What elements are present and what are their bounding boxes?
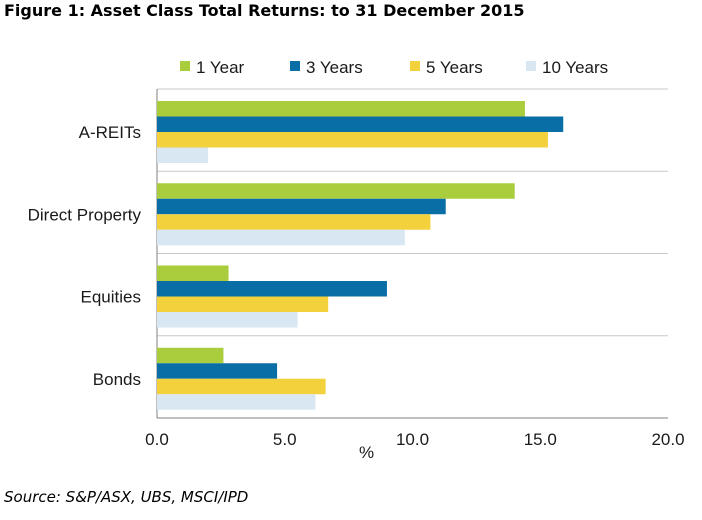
legend-swatch-0 xyxy=(180,61,190,71)
bar-equities-10-years xyxy=(157,312,298,328)
bar-bonds-3-years xyxy=(157,363,278,379)
bar-a-reits-10-years xyxy=(157,147,209,163)
legend-swatch-1 xyxy=(290,61,300,71)
bar-direct-property-10-years xyxy=(157,229,405,246)
chart-bars xyxy=(157,101,564,410)
legend-swatch-2 xyxy=(410,61,420,71)
category-labels: A-REITs Direct Property Equities Bonds xyxy=(28,123,142,389)
legend-label-0: 1 Year xyxy=(196,58,245,77)
category-label: A-REITs xyxy=(79,123,141,142)
category-label: Direct Property xyxy=(28,205,142,224)
bar-a-reits-3-years xyxy=(157,116,564,132)
legend-label-2: 5 Years xyxy=(426,58,483,77)
x-axis-ticks: 0.0 5.0 10.0 15.0 20.0 xyxy=(145,430,684,449)
legend-label-1: 3 Years xyxy=(306,58,363,77)
bar-direct-property-5-years xyxy=(157,214,431,230)
legend-label-3: 10 Years xyxy=(542,58,608,77)
x-tick-label: 5.0 xyxy=(273,430,297,449)
x-axis-label: % xyxy=(359,443,374,462)
bar-bonds-1-year xyxy=(157,347,224,364)
x-tick-label: 15.0 xyxy=(524,430,557,449)
chart-legend: 1 Year 3 Years 5 Years 10 Years xyxy=(180,58,608,77)
x-tick-label: 20.0 xyxy=(651,430,684,449)
bar-equities-3-years xyxy=(157,281,387,297)
x-tick-label: 10.0 xyxy=(396,430,429,449)
legend-swatch-3 xyxy=(526,61,536,71)
bar-chart: 1 Year 3 Years 5 Years 10 Years A-REITs Dire… xyxy=(28,58,685,462)
category-label: Bonds xyxy=(93,370,141,389)
category-label: Equities xyxy=(81,288,141,307)
bar-a-reits-1-year xyxy=(157,101,525,117)
source-note: Source: S&P/ASX, UBS, MSCI/IPD xyxy=(4,488,249,506)
bar-bonds-5-years xyxy=(157,378,326,395)
x-tick-label: 0.0 xyxy=(145,430,169,449)
bar-bonds-10-years xyxy=(157,394,316,410)
bar-direct-property-1-year xyxy=(157,183,515,199)
figure-title: Figure 1: Asset Class Total Returns: to … xyxy=(4,1,525,20)
bar-a-reits-5-years xyxy=(157,132,548,148)
bar-direct-property-3-years xyxy=(157,198,446,215)
bar-equities-1-year xyxy=(157,265,229,281)
category-gridlines xyxy=(156,88,668,419)
bar-equities-5-years xyxy=(157,296,329,312)
